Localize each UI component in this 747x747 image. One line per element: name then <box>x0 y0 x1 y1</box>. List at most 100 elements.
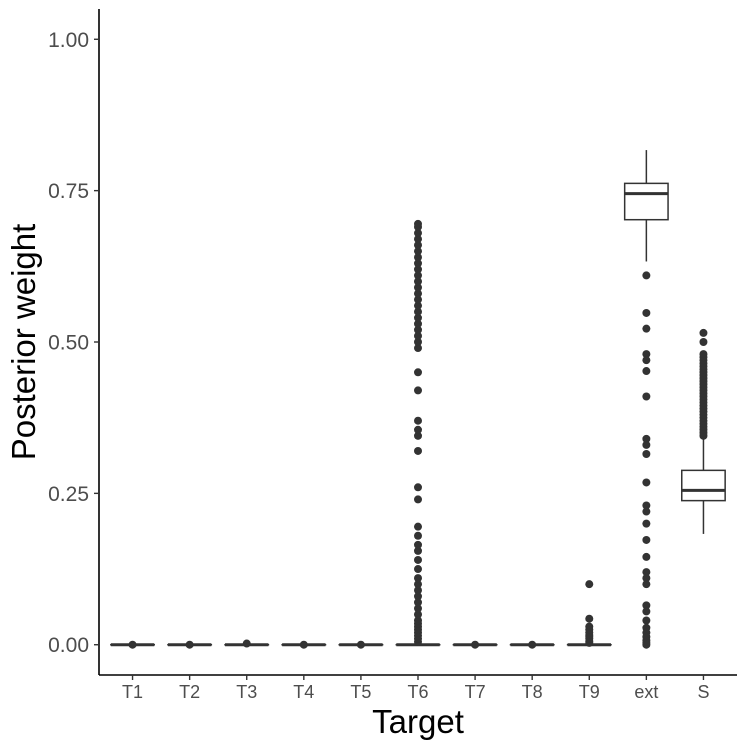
outlier-point <box>414 604 422 613</box>
outlier-point <box>128 640 137 649</box>
y-tick-label: 0.50 <box>48 332 89 355</box>
outlier-point <box>414 265 422 274</box>
outlier-point <box>642 574 651 583</box>
outlier-point <box>414 565 422 574</box>
outlier-point <box>414 483 422 492</box>
outlier-point <box>414 446 422 455</box>
outlier-point <box>414 271 422 280</box>
outlier-point <box>414 247 422 256</box>
outlier-point <box>414 416 422 425</box>
outlier-point <box>642 519 651 528</box>
box-rect <box>681 469 726 502</box>
outlier-point <box>242 639 251 648</box>
box-rect <box>623 182 669 221</box>
outlier-point <box>414 580 422 589</box>
outlier-point <box>414 495 422 504</box>
outlier-point <box>642 568 651 577</box>
outlier-point <box>642 392 651 401</box>
box-T4 <box>281 640 327 649</box>
outlier-point <box>414 295 422 304</box>
outlier-point <box>642 271 651 280</box>
outlier-point <box>414 235 422 244</box>
outlier-point <box>414 425 422 434</box>
outlier-point <box>414 598 422 607</box>
outlier-point <box>642 501 651 510</box>
x-tick-label: S <box>697 682 709 702</box>
x-axis-title: Target <box>372 703 464 740</box>
boxes <box>110 150 726 649</box>
outlier-point <box>414 253 422 262</box>
outlier-point <box>414 610 422 619</box>
outlier-point <box>414 319 422 328</box>
outlier-point <box>414 241 422 250</box>
outlier-point <box>471 640 480 649</box>
x-tick-label: T2 <box>179 682 200 702</box>
outlier-point <box>642 450 651 459</box>
outlier-point <box>585 622 594 631</box>
outlier-point <box>414 592 422 601</box>
y-axis-title: Posterior weight <box>5 224 42 461</box>
box-T3 <box>224 639 270 648</box>
outlier-point <box>642 535 651 544</box>
y-tick-label: 0.75 <box>48 180 89 203</box>
y-ticks: 0.00 0.25 0.50 0.75 1.00 <box>48 29 99 657</box>
outlier-point <box>414 574 422 583</box>
outlier-point <box>528 640 537 649</box>
outlier-point <box>414 338 422 346</box>
outlier-point <box>642 607 651 616</box>
outlier-point <box>414 546 422 555</box>
outlier-point <box>642 324 651 333</box>
outlier-point <box>699 328 708 337</box>
x-tick-label: T9 <box>579 682 600 702</box>
outlier-point <box>642 507 651 516</box>
outlier-point <box>414 555 422 564</box>
outlier-point <box>642 356 651 365</box>
outlier-point <box>414 229 422 238</box>
box-T8 <box>509 640 555 649</box>
outlier-point <box>585 580 594 589</box>
outlier-point <box>585 614 594 623</box>
x-tick-label: T7 <box>465 682 486 702</box>
outlier-point <box>642 367 651 376</box>
box-T9 <box>566 580 612 647</box>
outlier-point <box>699 350 708 359</box>
box-T2 <box>167 640 213 649</box>
box-T7 <box>452 640 498 649</box>
outlier-point <box>642 640 651 649</box>
x-tick-label: T8 <box>522 682 543 702</box>
outlier-point <box>642 350 651 359</box>
outlier-point <box>414 277 422 286</box>
x-tick-label: T1 <box>122 682 143 702</box>
box-ext <box>623 150 669 649</box>
outlier-point <box>356 640 365 649</box>
outlier-point <box>642 440 651 449</box>
x-tick-label: T3 <box>236 682 257 702</box>
box-T1 <box>110 640 155 649</box>
box-T6 <box>395 219 441 647</box>
outlier-point <box>414 431 422 440</box>
x-tick-label: T6 <box>407 682 428 702</box>
outlier-point <box>414 313 422 322</box>
outlier-point <box>299 640 308 649</box>
outlier-point <box>414 259 422 268</box>
x-tick-label: T4 <box>293 682 314 702</box>
box-T5 <box>338 640 384 649</box>
outlier-point <box>642 434 651 443</box>
x-tick-label: ext <box>634 682 658 702</box>
outlier-point <box>414 586 422 595</box>
y-tick-label: 1.00 <box>48 29 89 52</box>
outlier-point <box>414 368 422 377</box>
outlier-point <box>414 531 422 540</box>
outlier-point <box>414 301 422 310</box>
outlier-point <box>414 522 422 531</box>
outlier-point <box>642 552 651 561</box>
outlier-point <box>414 219 422 228</box>
outlier-point <box>414 331 422 340</box>
outlier-point <box>414 616 422 625</box>
outlier-point <box>185 640 194 649</box>
y-tick-label: 0.25 <box>48 483 89 506</box>
y-tick-label: 0.00 <box>48 634 89 657</box>
outlier-point <box>642 478 651 487</box>
outlier-point <box>414 386 422 395</box>
x-ticks: T1 T2 T3 T4 T5 T6 T7 T8 T9 ext S <box>122 675 709 702</box>
